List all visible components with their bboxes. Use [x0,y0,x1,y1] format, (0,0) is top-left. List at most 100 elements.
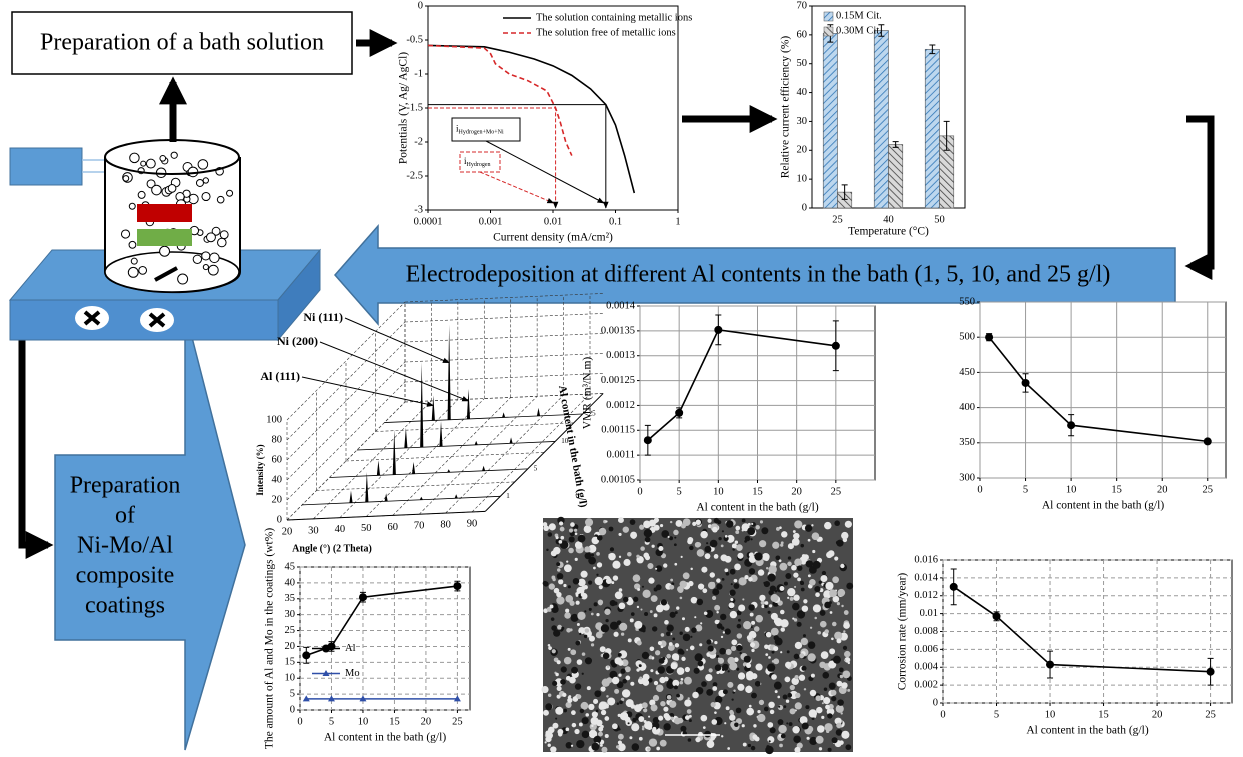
sem-speck [731,543,738,549]
sem-speck [765,653,769,656]
y-axis-label: The amount of Al and Mo in the coatings … [264,528,276,750]
sem-speck [574,528,578,532]
data-point [327,695,335,702]
sem-speck [706,740,715,748]
x-tick-label: 25 [452,716,463,727]
sem-speck [611,676,620,685]
sem-speck [600,709,607,716]
y-tick-label: 20 [272,494,283,505]
xrd-peak [365,472,369,503]
bubble [170,151,178,159]
sem-speck [621,689,631,698]
sem-speck [724,628,731,635]
data-point [949,582,958,591]
sem-speck [812,604,822,613]
sem-speck [837,588,846,597]
sem-speck [609,621,619,630]
sem-speck [738,604,746,612]
legend-marker [322,644,330,653]
x-tick-label: 10 [358,716,369,727]
sem-speck [547,693,552,697]
sem-speck [785,661,792,669]
y-tick-label: 70 [797,0,808,11]
sem-speck [732,548,735,551]
sem-speck [716,655,720,659]
sem-speck [692,691,699,699]
sem-speck [679,596,683,600]
sem-speck [836,539,844,547]
y-tick-label: 0.016 [914,554,938,565]
sem-speck [780,627,785,632]
sem-speck [593,698,599,704]
sem-speck [629,736,633,740]
sem-speck [794,674,799,680]
sem-speck [676,606,680,610]
sem-speck [832,621,837,627]
sem-speck [574,541,583,549]
sem-speck [770,627,779,636]
sem-speck [693,667,700,674]
sem-speck [594,690,602,698]
sem-speck [575,640,581,646]
sem-speck [780,541,784,545]
x-tick-label: 25 [1205,709,1216,720]
bubble [219,230,229,240]
sem-speck [543,709,549,716]
sem-speck [734,563,741,571]
sem-speck [827,550,835,557]
sem-speck [758,699,765,706]
sem-speck [560,679,566,685]
sem-speck [690,567,693,571]
sem-speck [684,626,690,632]
sem-speck [720,613,727,621]
sem-speck [680,523,686,529]
y-tick-label: 0.014 [914,572,938,583]
sem-speck [703,611,708,616]
xrd-peak [420,362,424,448]
sem-speck [551,649,556,654]
sem-speck [744,574,749,580]
sem-speck [818,580,822,584]
sem-speck [705,673,713,682]
sem-speck [580,592,586,598]
coating-label: Preparation of Ni-Mo/Al composite coatings [70,473,181,619]
sem-speck [598,701,608,710]
sem-speck [618,588,623,592]
sem-speck [736,667,740,671]
sem-speck [815,735,824,744]
sem-speck [800,543,805,548]
sem-speck [841,730,850,739]
sem-speck [706,639,712,645]
x-tick-label: 80 [440,520,451,531]
sem-speck [729,610,738,619]
sem-speck [704,545,712,553]
sem-speck [748,555,757,563]
sem-speck [846,582,854,590]
sem-speck [673,529,679,536]
sem-speck [571,710,576,716]
sem-speck [753,626,760,632]
error-bar [892,141,899,148]
sem-speck [571,666,578,674]
electrodeposition-label: Electrodeposition at different Al conten… [406,262,1111,288]
error-bar [878,24,885,37]
sem-speck [617,743,626,752]
xrd-peak [384,493,388,502]
bubble [201,191,211,202]
sem-speck [781,531,788,538]
sem-speck [558,579,564,585]
sem-speck [816,706,823,714]
sem-speck [773,635,779,641]
sem-speck [689,545,694,551]
sem-speck [829,611,833,614]
x-tick-label: 0.1 [609,216,622,227]
legend-swatch [823,26,834,37]
sem-speck [641,725,645,729]
sem-speck [649,610,653,613]
sem-speck [687,697,690,700]
xrd-peak [349,490,353,503]
sem-speck [737,672,746,680]
sem-speck [832,595,840,603]
series-line [427,44,636,194]
sem-speck [568,547,574,554]
